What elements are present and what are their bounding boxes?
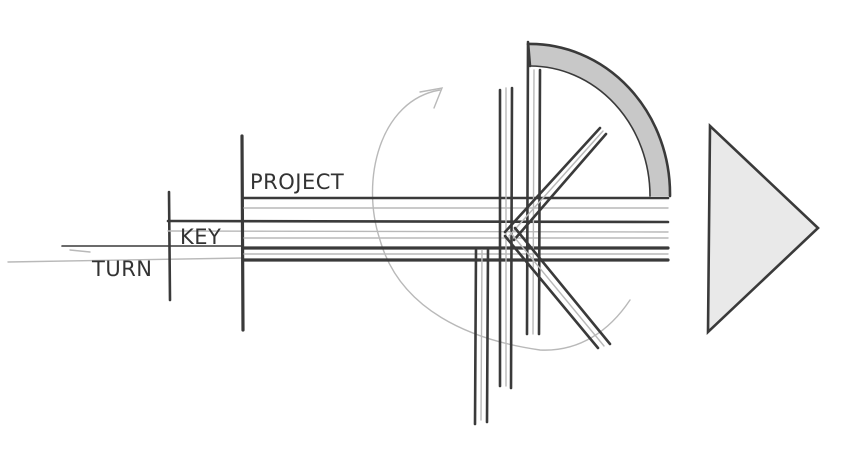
triangle-arrowhead xyxy=(706,123,820,336)
label-key: KEY xyxy=(180,225,221,249)
vertical-post-lower xyxy=(473,248,490,426)
turn-axis xyxy=(7,245,244,263)
label-project: PROJECT xyxy=(250,170,344,194)
lower-lines xyxy=(242,237,670,262)
project-lines xyxy=(242,196,670,209)
quarter-arc xyxy=(526,40,672,198)
rotation-arc xyxy=(371,87,631,351)
label-turn: TURN xyxy=(91,257,153,281)
diagonal-arms xyxy=(503,126,612,350)
project-divider xyxy=(240,134,245,332)
key-divider xyxy=(167,190,172,302)
vertical-post-upper xyxy=(525,42,542,336)
key-lines xyxy=(166,219,670,233)
